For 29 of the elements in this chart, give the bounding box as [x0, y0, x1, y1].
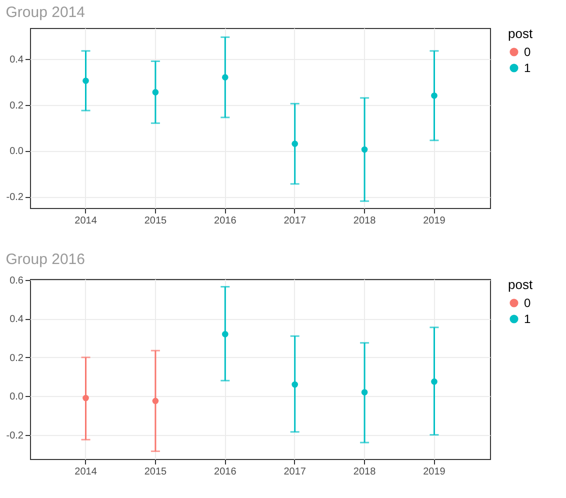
x-tick-label: 2017 — [284, 216, 306, 226]
x-tick-label: 2019 — [423, 216, 446, 226]
x-tick-label: 2018 — [353, 466, 376, 478]
legend-label: 1 — [524, 61, 531, 75]
y-tick-label: -0.2 — [6, 430, 24, 442]
y-tick-label: 0.0 — [10, 392, 24, 403]
y-tick-label: 0.4 — [10, 314, 24, 326]
y-tick-label: 0.2 — [10, 352, 24, 364]
legend-label: 1 — [524, 312, 531, 326]
chart-title: Group 2014 — [6, 4, 86, 21]
x-tick-label: 2014 — [74, 466, 98, 478]
y-tick-label: 0.2 — [10, 100, 24, 112]
x-tick-label: 2016 — [214, 216, 237, 226]
legend-title: post — [508, 277, 533, 292]
legend-label: 0 — [524, 45, 531, 59]
x-tick-label: 2017 — [284, 466, 306, 478]
x-tick-label: 2015 — [144, 216, 168, 226]
x-tick-label: 2016 — [214, 466, 237, 478]
chart-title: Group 2016 — [6, 250, 86, 268]
legend-title: post — [508, 26, 533, 41]
x-tick-label: 2019 — [423, 466, 446, 478]
y-tick-label: -0.2 — [6, 192, 24, 204]
x-tick-label: 2014 — [74, 216, 98, 226]
x-tick-label: 2015 — [144, 466, 168, 478]
y-tick-label: 0.6 — [10, 275, 24, 286]
x-tick-label: 2018 — [353, 216, 376, 226]
y-tick-label: 0.4 — [10, 54, 24, 66]
y-tick-label: 0.0 — [10, 146, 24, 158]
legend-label: 0 — [524, 296, 531, 310]
